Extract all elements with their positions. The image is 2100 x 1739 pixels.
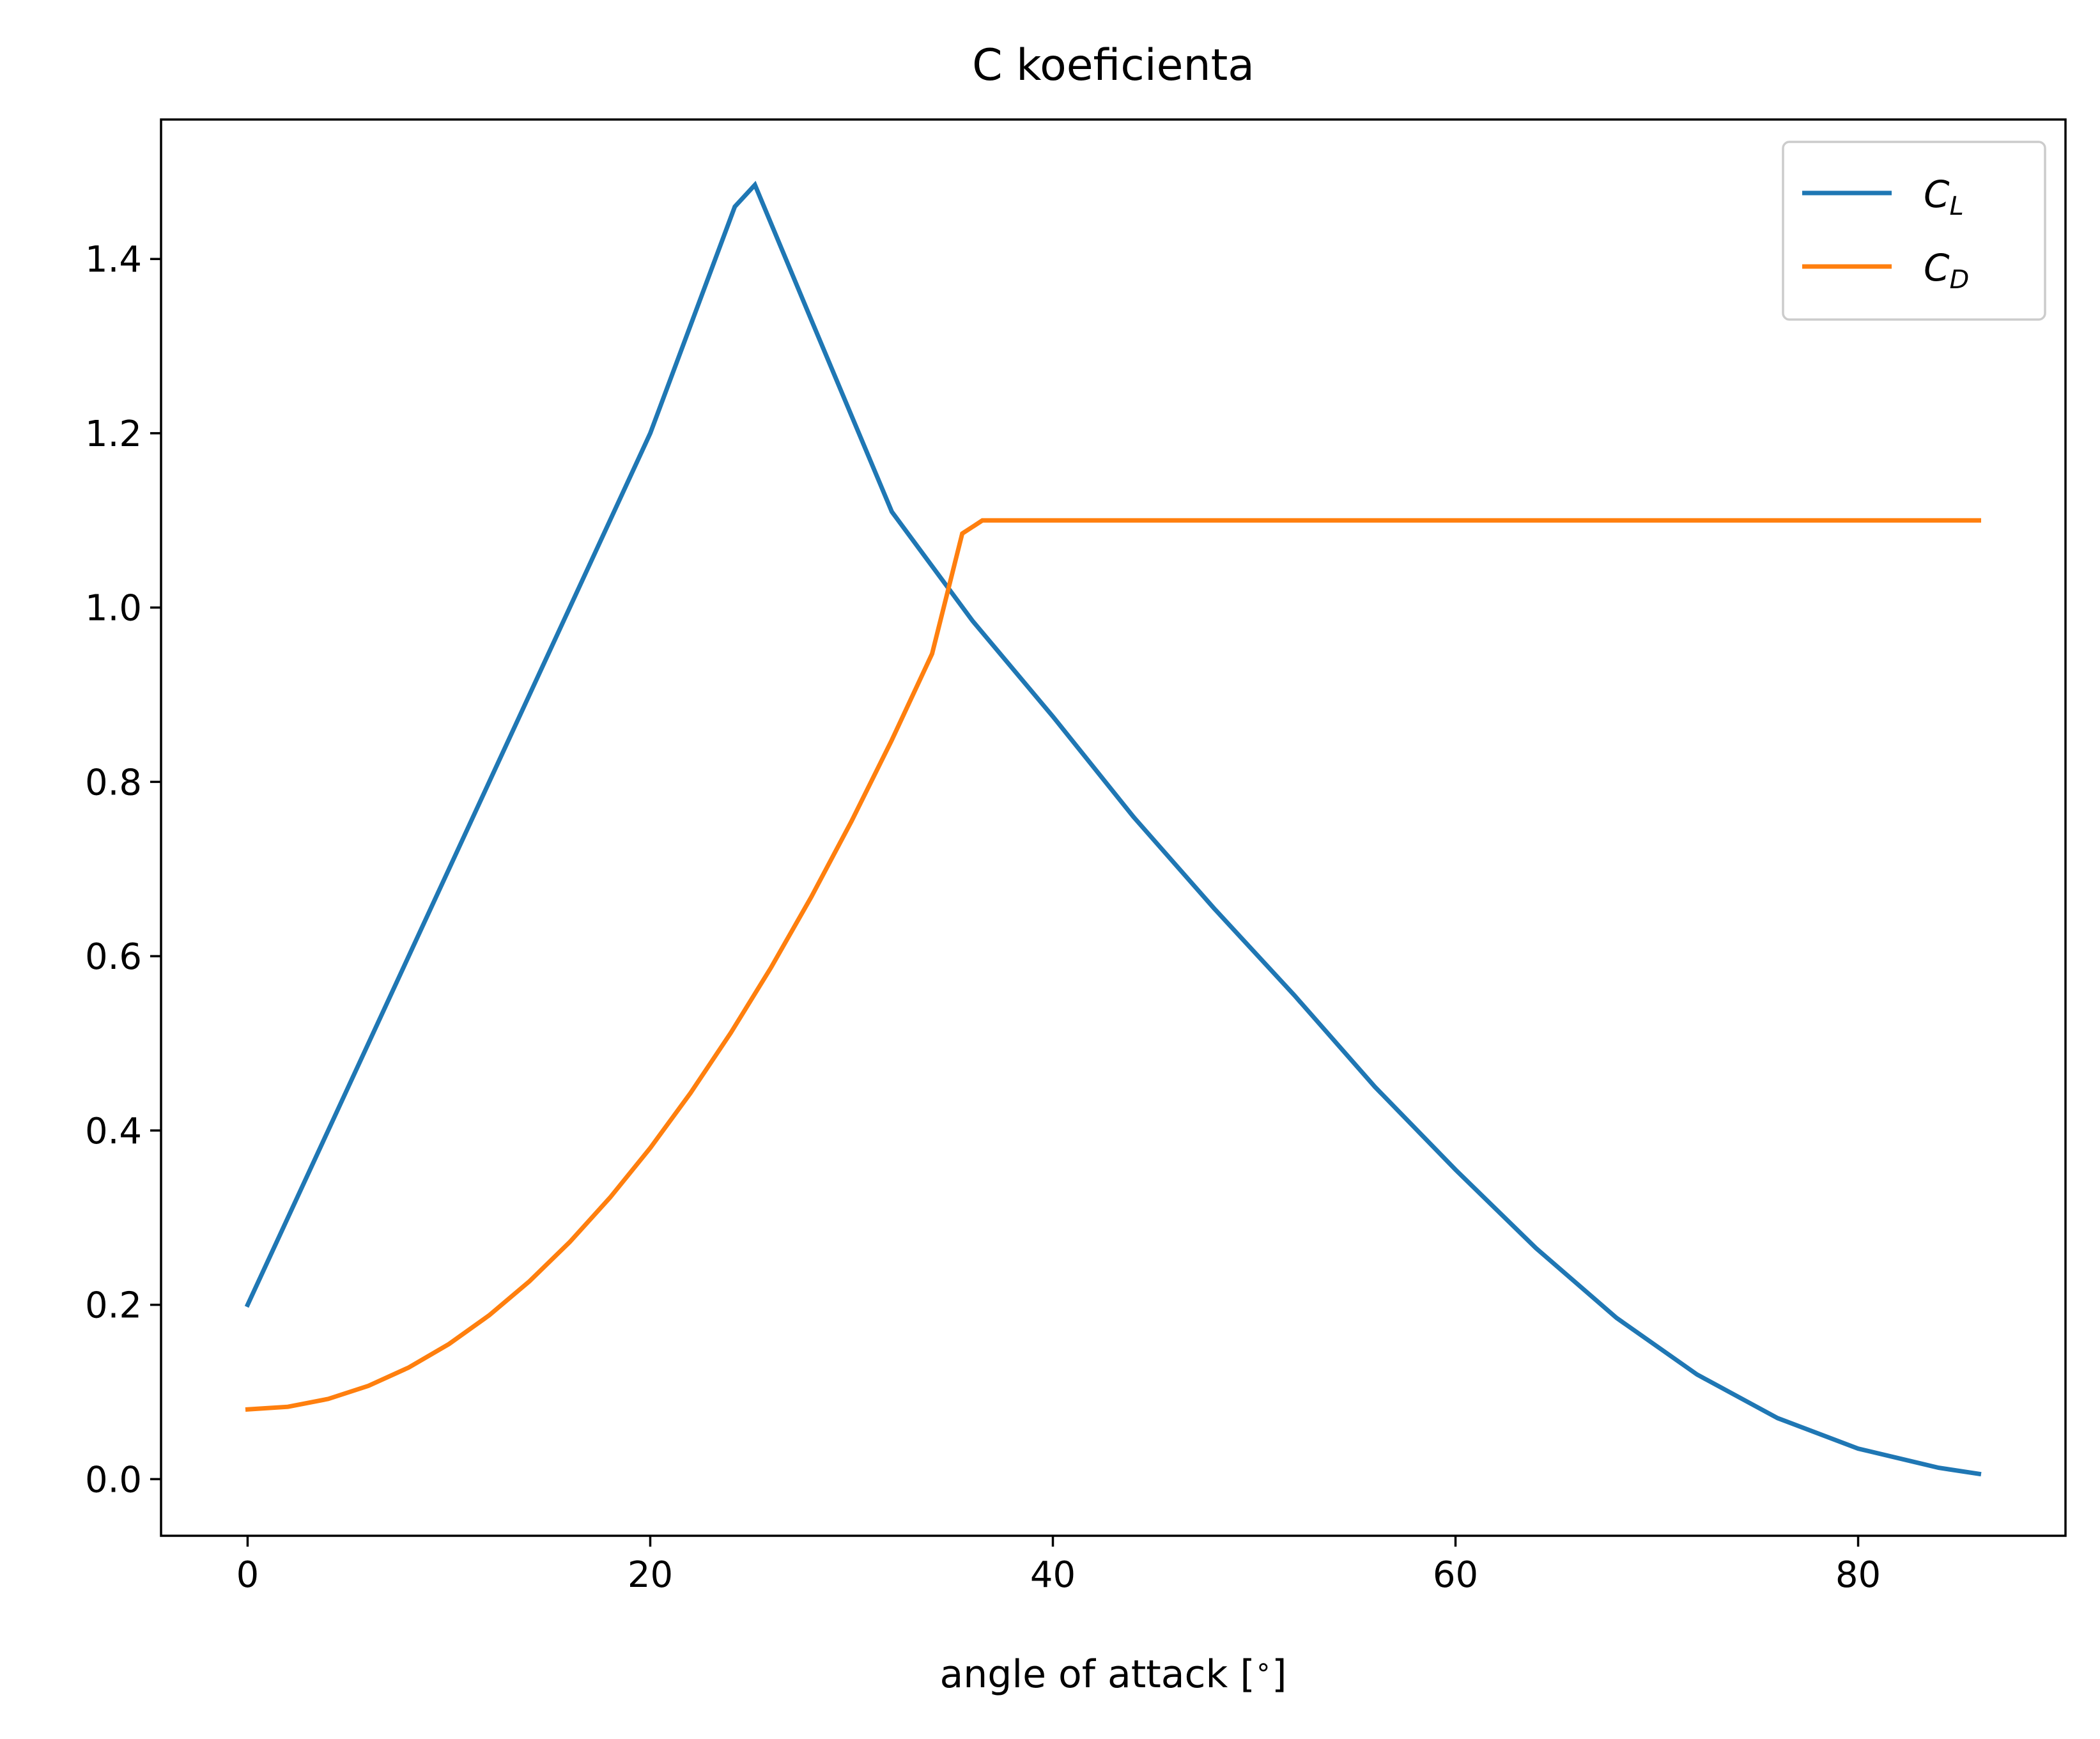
legend-entry-label: CL — [1924, 173, 1964, 221]
ticks-layer: 0 20 40 60 80 0.0 0.2 0.4 0.6 0.8 1.0 1.2 1.4 — [85, 239, 1881, 1596]
y-tick-label: 0.6 — [85, 936, 142, 978]
y-tick-label: 0.2 — [85, 1285, 142, 1327]
x-axis-label-prefix: angle of attack [ — [940, 1652, 1255, 1697]
y-tick-label: 0.0 — [85, 1459, 142, 1501]
x-tick-label: 0 — [236, 1554, 259, 1596]
legend-box — [1782, 141, 2046, 321]
legend-entry-subscript: L — [1950, 192, 1964, 221]
x-tick-label: 80 — [1835, 1554, 1881, 1596]
y-tick-label: 1.0 — [85, 588, 142, 630]
x-axis-label: angle of attack [∘] — [940, 1651, 1287, 1697]
x-axis-label-suffix: ] — [1272, 1652, 1286, 1697]
y-tick-label: 0.4 — [85, 1111, 142, 1152]
series-layer — [244, 180, 1982, 1477]
x-axis-label-degree: ∘ — [1255, 1651, 1272, 1682]
x-tick-label: 60 — [1433, 1554, 1478, 1596]
plot-frame — [160, 118, 2067, 1537]
y-tick-label: 1.4 — [85, 239, 142, 281]
legend-entry-label: CD — [1924, 246, 1969, 295]
x-tick-label: 20 — [628, 1554, 673, 1596]
series-line-c-d — [245, 518, 1981, 1412]
x-tick-label: 40 — [1030, 1554, 1076, 1596]
legend-entry-main: C — [1924, 246, 1950, 290]
y-tick-label: 1.2 — [85, 413, 142, 455]
legend-entry-main: C — [1924, 173, 1950, 216]
series-line-c-l — [244, 180, 1982, 1477]
y-tick-label: 0.8 — [85, 762, 142, 803]
legend-entry-subscript: D — [1950, 265, 1970, 295]
chart-title: C koeficienta — [972, 40, 1255, 91]
